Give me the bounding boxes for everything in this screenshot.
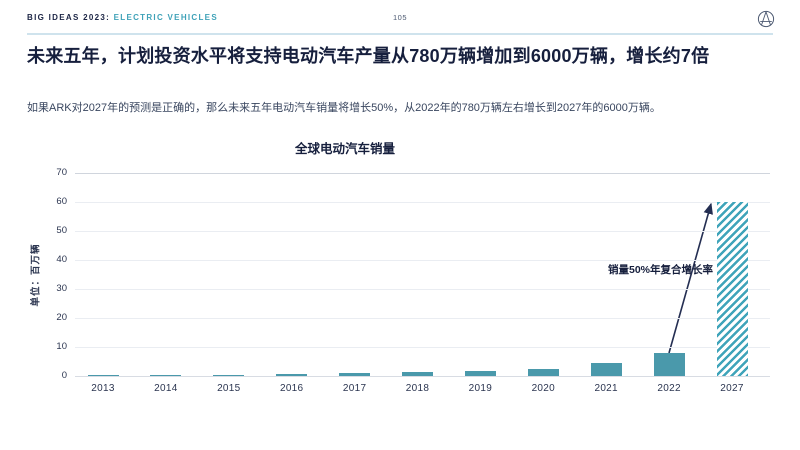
header-brand: BIG IDEAS 2023: ELECTRIC VEHICLES <box>27 13 218 22</box>
y-tick-50: 50 <box>56 225 67 236</box>
cagr-annotation: 销量50%年复合增长率 <box>607 264 713 276</box>
gridline-40 <box>75 259 770 261</box>
gridline-60 <box>75 201 770 203</box>
growth-arrow <box>668 202 713 354</box>
bar-2017 <box>339 373 371 376</box>
gridline-0 <box>75 375 770 377</box>
brand-text: BIG IDEAS 2023 <box>27 13 107 22</box>
slide-subtitle: 如果ARK对2027年的预测是正确的，那么未来五年电动汽车销量将增长50%，从2… <box>27 102 661 114</box>
x-label-2021: 2021 <box>594 383 618 394</box>
x-label-2019: 2019 <box>468 383 493 394</box>
x-label-2016: 2016 <box>279 383 304 394</box>
bar-2015 <box>213 374 245 376</box>
x-label-2015: 2015 <box>217 383 241 394</box>
section-text: ELECTRIC VEHICLES <box>113 13 218 22</box>
ev-sales-bar-chart: 销量50%年复合增长率 0 10 20 30 40 50 60 70 2013 2014 2015 2… <box>56 167 770 394</box>
bar-2020 <box>527 369 559 376</box>
ark-globe-logo-icon <box>757 10 775 33</box>
bar-2021 <box>590 362 622 376</box>
bar-2018 <box>402 371 433 376</box>
x-label-2020: 2020 <box>531 383 556 394</box>
gridline-10 <box>75 346 770 348</box>
page-number: 105 <box>392 13 407 22</box>
gridline-70 <box>75 172 770 174</box>
header-divider <box>27 33 773 35</box>
bar-2014 <box>150 375 182 376</box>
bar-2027-projection-hatched <box>716 202 748 376</box>
bar-2019 <box>464 370 496 376</box>
y-tick-10: 10 <box>56 341 67 352</box>
bar-2022 <box>653 353 685 376</box>
bar-2016 <box>276 373 308 376</box>
x-label-2017: 2017 <box>342 383 367 394</box>
gridline-20 <box>75 317 770 319</box>
brand-separator: : <box>106 13 114 22</box>
x-label-2014: 2014 <box>154 383 178 394</box>
y-tick-70: 70 <box>56 167 67 178</box>
x-label-2027: 2027 <box>720 383 744 394</box>
gridline-50 <box>75 230 770 232</box>
y-tick-40: 40 <box>56 254 67 265</box>
x-label-2018: 2018 <box>405 383 430 394</box>
x-label-2013: 2013 <box>91 383 115 394</box>
slide-title: 未来五年，计划投资水平将支持电动汽车产量从780万辆增加到6000万辆，增长约7… <box>27 46 710 66</box>
y-tick-60: 60 <box>56 196 67 207</box>
y-tick-0: 0 <box>61 370 67 381</box>
chart-title: 全球电动汽车销量 <box>295 142 396 156</box>
x-label-2022: 2022 <box>657 383 681 394</box>
y-tick-30: 30 <box>56 283 67 294</box>
y-tick-20: 20 <box>56 312 67 323</box>
gridline-30 <box>75 288 770 290</box>
bar-2013 <box>87 375 119 376</box>
